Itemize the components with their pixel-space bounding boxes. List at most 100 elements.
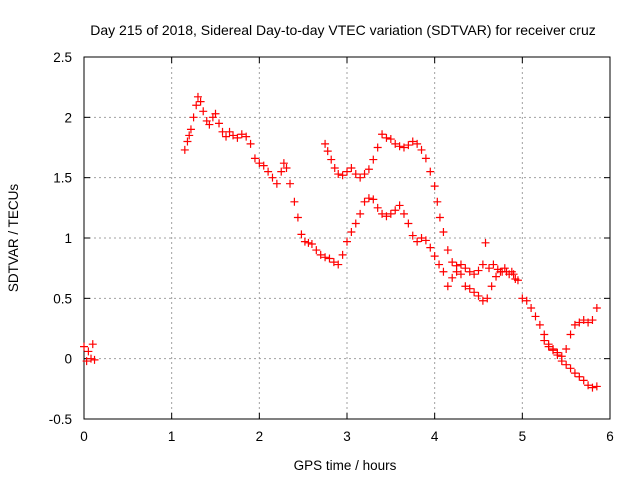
data-point bbox=[84, 347, 93, 356]
data-point bbox=[229, 131, 238, 140]
data-point bbox=[592, 382, 601, 391]
x-tick-label: 3 bbox=[343, 429, 351, 444]
data-point bbox=[417, 145, 426, 154]
data-point bbox=[507, 267, 516, 276]
data-point bbox=[369, 195, 378, 204]
data-point bbox=[316, 250, 325, 259]
data-point bbox=[478, 296, 487, 305]
data-point bbox=[286, 179, 295, 188]
data-point bbox=[356, 209, 365, 218]
data-point bbox=[395, 142, 404, 151]
data-point bbox=[259, 161, 268, 170]
data-point bbox=[185, 131, 194, 140]
data-point bbox=[470, 270, 479, 279]
data-point bbox=[579, 376, 588, 385]
data-point bbox=[233, 133, 242, 142]
data-point bbox=[255, 159, 264, 168]
x-tick-label: 5 bbox=[519, 429, 527, 444]
data-point bbox=[456, 260, 465, 269]
data-point bbox=[443, 282, 452, 291]
data-point bbox=[404, 219, 413, 228]
data-point bbox=[404, 141, 413, 150]
data-point bbox=[474, 266, 483, 275]
data-point bbox=[193, 92, 202, 101]
data-point bbox=[584, 318, 593, 327]
data-point bbox=[186, 125, 195, 134]
data-point bbox=[511, 275, 520, 284]
y-tick-label: 1.5 bbox=[53, 171, 72, 186]
x-axis-label: GPS time / hours bbox=[294, 458, 397, 473]
data-point bbox=[562, 345, 571, 354]
data-point bbox=[522, 296, 531, 305]
data-point bbox=[327, 155, 336, 164]
data-point bbox=[321, 139, 330, 148]
y-tick-label: 1 bbox=[64, 231, 72, 246]
data-point bbox=[250, 154, 259, 163]
data-point bbox=[199, 107, 208, 116]
data-point bbox=[461, 282, 470, 291]
y-axis-label: SDTVAR / TECUs bbox=[6, 184, 21, 293]
data-point bbox=[334, 260, 343, 269]
data-point bbox=[470, 288, 479, 297]
data-point bbox=[373, 203, 382, 212]
data-point bbox=[300, 237, 309, 246]
data-point bbox=[588, 316, 597, 325]
data-point bbox=[82, 357, 91, 366]
data-point bbox=[413, 237, 422, 246]
data-point bbox=[364, 165, 373, 174]
data-point bbox=[297, 230, 306, 239]
data-point bbox=[343, 167, 351, 176]
data-point bbox=[347, 227, 356, 236]
y-tick-label: 0 bbox=[64, 352, 72, 367]
data-point bbox=[452, 261, 461, 270]
data-point bbox=[399, 143, 408, 152]
data-point bbox=[360, 197, 369, 206]
data-point bbox=[485, 264, 494, 273]
x-tick-label: 4 bbox=[431, 429, 439, 444]
data-point bbox=[222, 132, 231, 141]
x-tick-labels: 0 1 2 3 4 5 6 bbox=[80, 429, 614, 444]
data-point bbox=[373, 143, 382, 152]
data-point bbox=[465, 267, 474, 276]
data-point bbox=[242, 132, 251, 141]
data-point bbox=[483, 294, 492, 303]
y-tick-label: 2.5 bbox=[53, 50, 72, 65]
data-point bbox=[338, 171, 347, 180]
data-point bbox=[215, 119, 224, 128]
data-point bbox=[386, 135, 395, 144]
data-point bbox=[493, 265, 502, 274]
data-point bbox=[540, 336, 549, 345]
data-point bbox=[474, 291, 483, 300]
data-point bbox=[408, 137, 417, 146]
data-point bbox=[246, 139, 255, 148]
data-point bbox=[553, 348, 562, 357]
data-point bbox=[531, 312, 540, 321]
data-point bbox=[433, 197, 442, 206]
data-point bbox=[290, 197, 299, 206]
data-point bbox=[351, 219, 360, 228]
data-point bbox=[527, 303, 536, 312]
data-point bbox=[225, 127, 234, 136]
chart-title: Day 215 of 2018, Sidereal Day-to-day VTE… bbox=[90, 22, 596, 38]
x-tick-label: 1 bbox=[168, 429, 176, 444]
data-point bbox=[386, 209, 395, 218]
data-point bbox=[312, 246, 321, 255]
data-point bbox=[218, 127, 227, 136]
data-point bbox=[489, 260, 498, 269]
data-point bbox=[465, 284, 474, 293]
data-point bbox=[264, 167, 273, 176]
data-point bbox=[378, 209, 387, 218]
data-point bbox=[80, 342, 88, 351]
data-point bbox=[351, 170, 360, 179]
data-point bbox=[282, 164, 291, 173]
data-point bbox=[293, 213, 302, 222]
data-point bbox=[487, 282, 496, 291]
data-point bbox=[584, 381, 593, 390]
data-point bbox=[435, 260, 444, 269]
data-point bbox=[549, 345, 558, 354]
data-point bbox=[321, 253, 330, 262]
data-point bbox=[343, 237, 351, 246]
data-point bbox=[566, 330, 575, 339]
data-point bbox=[323, 147, 332, 156]
data-point bbox=[211, 109, 220, 118]
